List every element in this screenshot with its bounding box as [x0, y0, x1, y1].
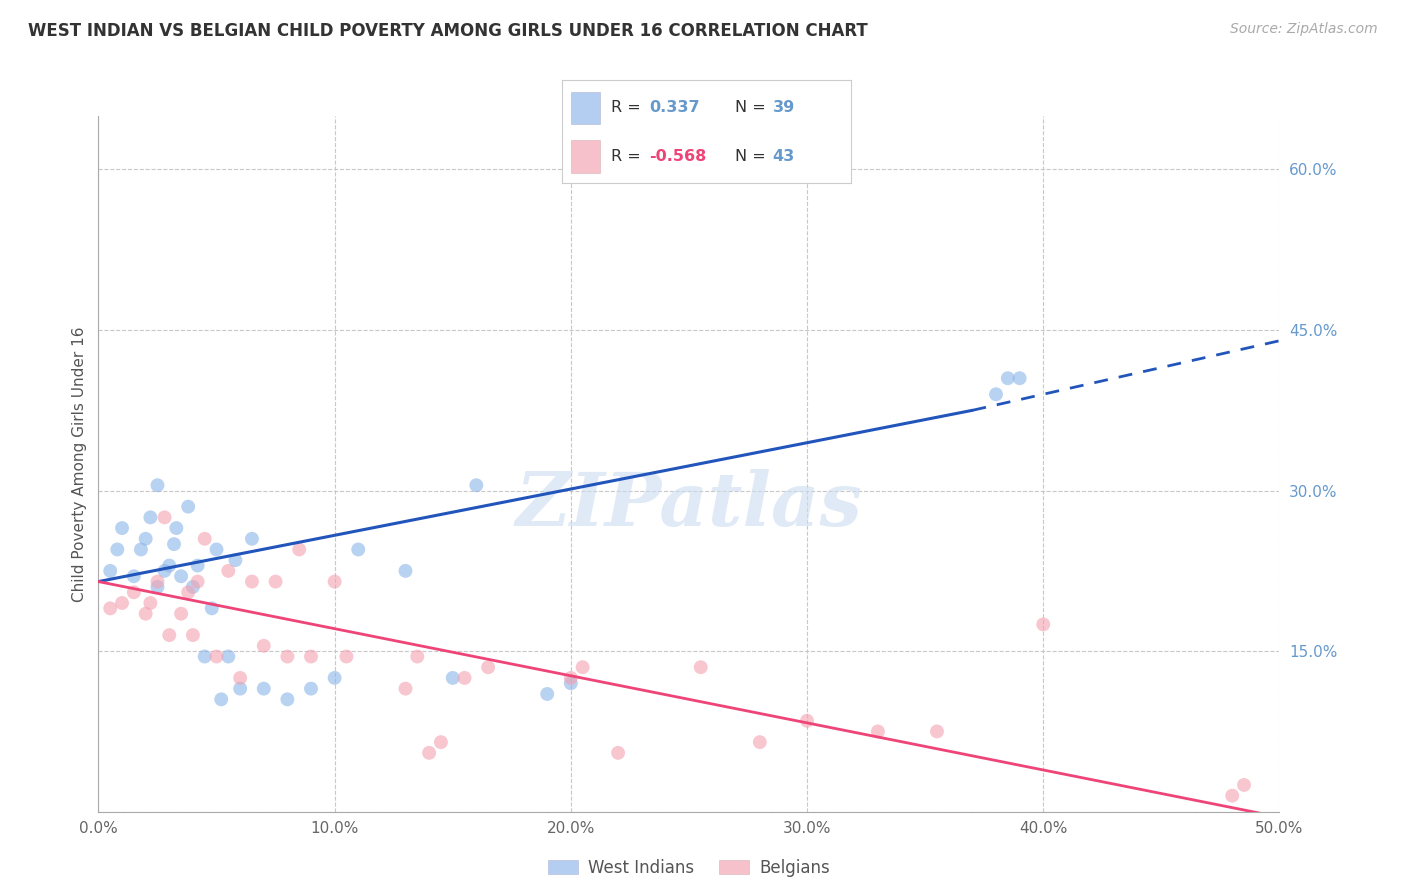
Point	[406, 649, 429, 664]
Point	[170, 569, 193, 583]
Point	[209, 692, 232, 706]
Point	[299, 681, 322, 696]
Point	[153, 564, 176, 578]
Point	[135, 607, 157, 621]
Point	[288, 542, 311, 557]
Point	[240, 574, 263, 589]
Point	[229, 671, 252, 685]
Point	[264, 574, 287, 589]
Point	[111, 521, 134, 535]
Point	[571, 660, 593, 674]
Point	[866, 724, 889, 739]
Point	[323, 671, 346, 685]
Point	[997, 371, 1019, 385]
Point	[1233, 778, 1256, 792]
Point	[748, 735, 770, 749]
Point	[394, 564, 416, 578]
Text: N =: N =	[735, 101, 772, 115]
Point	[205, 542, 228, 557]
Point	[441, 671, 464, 685]
Point	[146, 574, 169, 589]
Text: 39: 39	[773, 101, 794, 115]
Text: 43: 43	[773, 149, 794, 164]
Point	[157, 628, 180, 642]
Point	[163, 537, 186, 551]
Legend: West Indians, Belgians: West Indians, Belgians	[541, 852, 837, 883]
Text: R =: R =	[612, 101, 647, 115]
Point	[276, 649, 298, 664]
Point	[181, 580, 204, 594]
Point	[177, 500, 200, 514]
Point	[122, 585, 145, 599]
Text: N =: N =	[735, 149, 772, 164]
Point	[796, 714, 818, 728]
Point	[139, 510, 162, 524]
Point	[205, 649, 228, 664]
Point	[139, 596, 162, 610]
Point	[122, 569, 145, 583]
Point	[98, 601, 121, 615]
Y-axis label: Child Poverty Among Girls Under 16: Child Poverty Among Girls Under 16	[72, 326, 87, 601]
Point	[240, 532, 263, 546]
Point	[217, 564, 239, 578]
Point	[201, 601, 224, 615]
Point	[560, 676, 582, 690]
FancyBboxPatch shape	[571, 140, 600, 173]
Point	[135, 532, 157, 546]
Point	[1220, 789, 1243, 803]
Point	[229, 681, 252, 696]
Point	[194, 532, 217, 546]
Text: ZIPatlas: ZIPatlas	[516, 469, 862, 541]
Text: R =: R =	[612, 149, 647, 164]
Point	[276, 692, 298, 706]
Point	[347, 542, 370, 557]
Point	[253, 681, 276, 696]
Point	[394, 681, 416, 696]
Point	[165, 521, 187, 535]
Text: -0.568: -0.568	[650, 149, 706, 164]
Text: WEST INDIAN VS BELGIAN CHILD POVERTY AMONG GIRLS UNDER 16 CORRELATION CHART: WEST INDIAN VS BELGIAN CHILD POVERTY AMO…	[28, 22, 868, 40]
Point	[984, 387, 1007, 401]
Point	[194, 649, 217, 664]
Point	[299, 649, 322, 664]
Point	[418, 746, 440, 760]
Point	[253, 639, 276, 653]
Point	[177, 585, 200, 599]
Point	[146, 580, 169, 594]
Point	[129, 542, 152, 557]
Point	[1008, 371, 1031, 385]
Point	[430, 735, 453, 749]
Point	[111, 596, 134, 610]
FancyBboxPatch shape	[571, 92, 600, 124]
Text: Source: ZipAtlas.com: Source: ZipAtlas.com	[1230, 22, 1378, 37]
Point	[477, 660, 499, 674]
Point	[157, 558, 180, 573]
Point	[323, 574, 346, 589]
Point	[224, 553, 246, 567]
Point	[689, 660, 711, 674]
Point	[607, 746, 630, 760]
Point	[560, 671, 582, 685]
Point	[153, 510, 176, 524]
Text: 0.337: 0.337	[650, 101, 700, 115]
Point	[170, 607, 193, 621]
Point	[536, 687, 558, 701]
Point	[105, 542, 128, 557]
Point	[335, 649, 357, 664]
Point	[217, 649, 239, 664]
Point	[1032, 617, 1054, 632]
Point	[453, 671, 475, 685]
Point	[187, 574, 209, 589]
Point	[925, 724, 948, 739]
Point	[181, 628, 204, 642]
Point	[465, 478, 488, 492]
Point	[98, 564, 121, 578]
Point	[187, 558, 209, 573]
Point	[146, 478, 169, 492]
